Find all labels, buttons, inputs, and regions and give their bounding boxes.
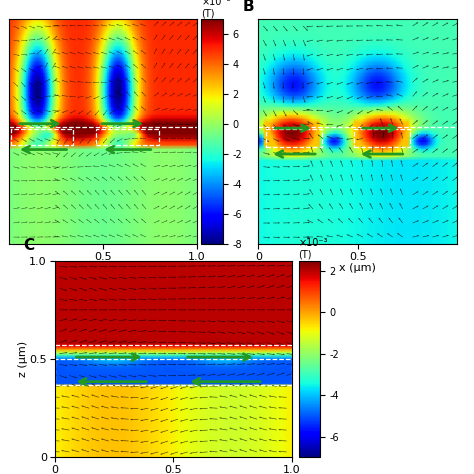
Bar xyxy=(96,129,159,145)
Text: ×10⁻³
(T): ×10⁻³ (T) xyxy=(201,0,231,18)
Bar xyxy=(55,359,292,384)
Text: ×10⁻³
(T): ×10⁻³ (T) xyxy=(299,238,328,260)
Text: B: B xyxy=(242,0,254,15)
Bar xyxy=(11,129,73,145)
Bar xyxy=(266,129,322,147)
Y-axis label: z (μm): z (μm) xyxy=(18,341,28,377)
X-axis label: x (μm): x (μm) xyxy=(85,263,121,273)
X-axis label: x (μm): x (μm) xyxy=(339,263,376,273)
Text: C: C xyxy=(24,238,35,253)
Bar xyxy=(354,129,410,147)
